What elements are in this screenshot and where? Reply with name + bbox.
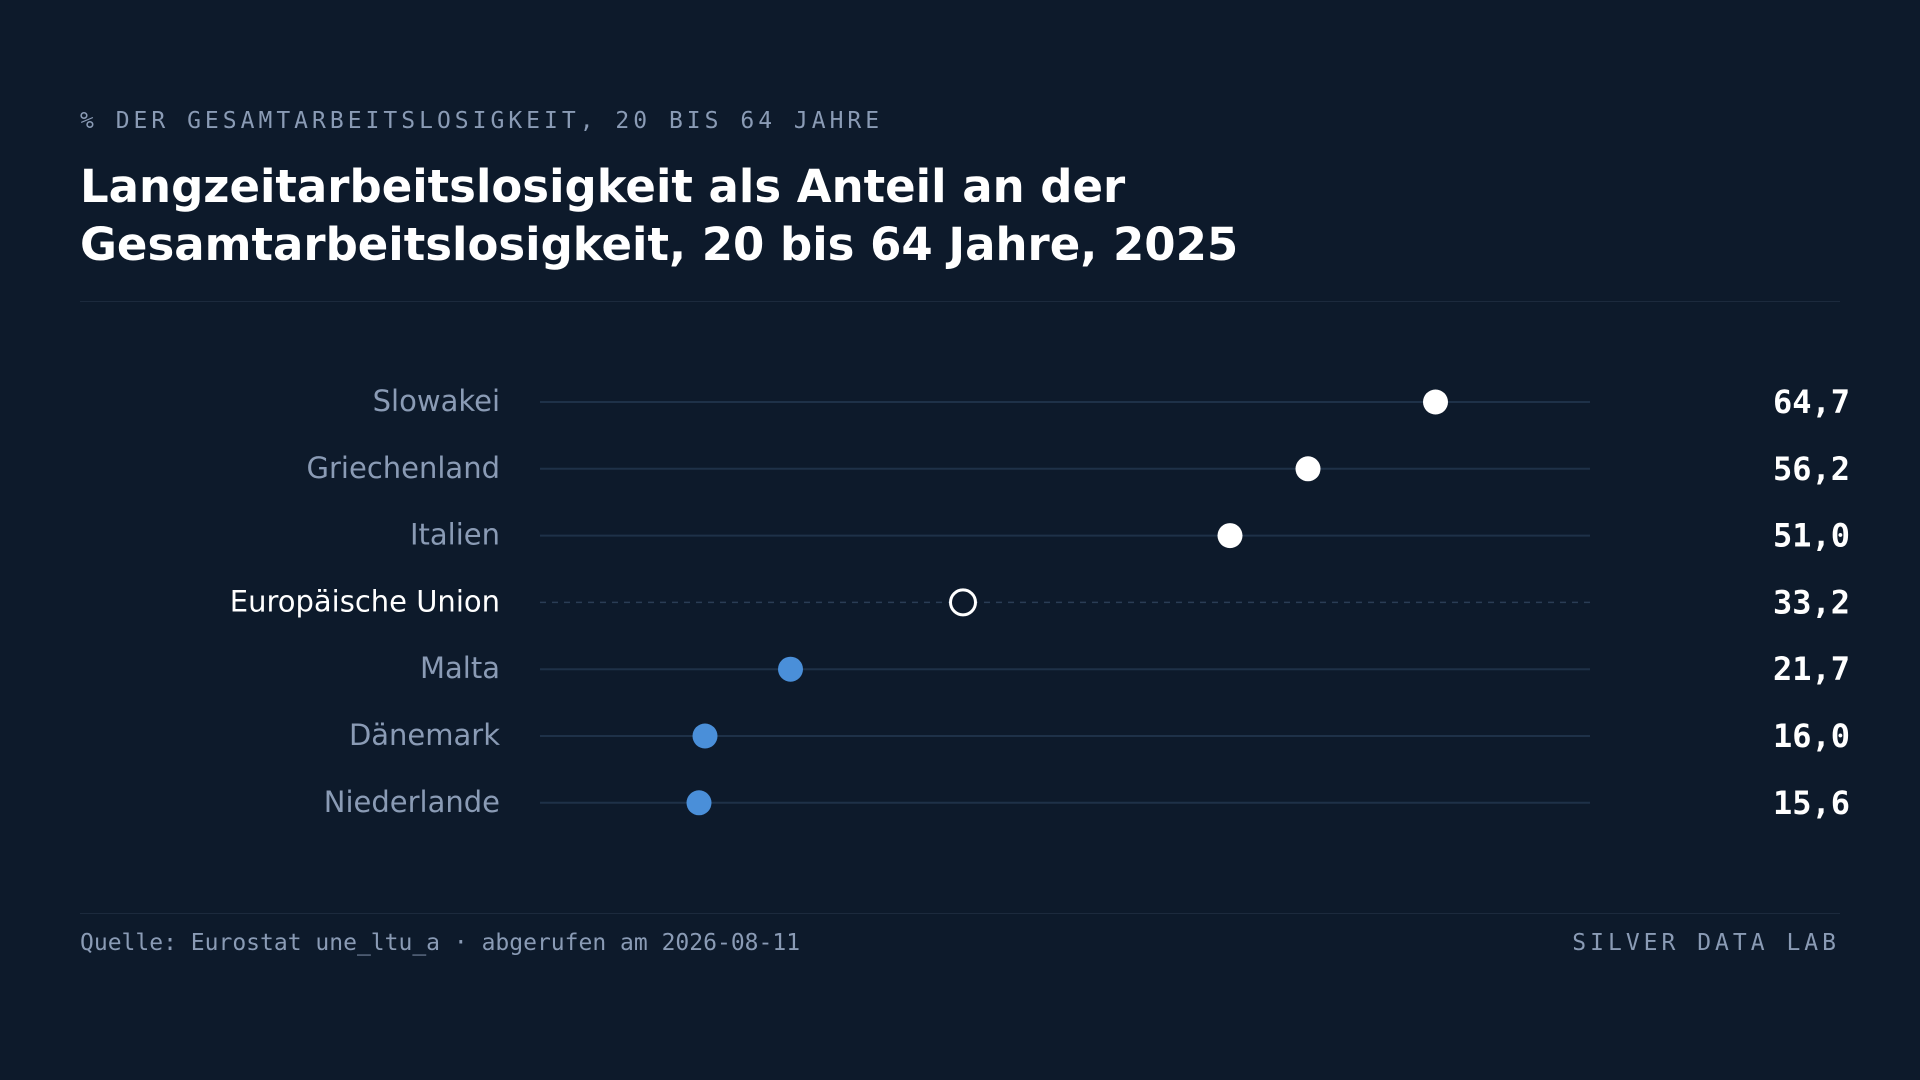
value-label: 21,7: [1773, 650, 1850, 688]
data-point: [1423, 389, 1448, 415]
value-label: 33,2: [1773, 583, 1850, 621]
source-note: Quelle: Eurostat une_ltu_a · abgerufen a…: [80, 930, 801, 956]
value-label: 51,0: [1773, 517, 1850, 555]
data-point: [778, 656, 803, 682]
row-label: Europäische Union: [230, 584, 500, 618]
row-label: Niederlande: [324, 785, 500, 819]
row-label: Griechenland: [307, 451, 500, 485]
data-point-reference: [949, 588, 977, 617]
chart-title: Langzeitarbeitslosigkeit als Anteil an d…: [80, 160, 1239, 271]
value-label: 64,7: [1773, 383, 1850, 421]
row-label: Italien: [410, 518, 500, 552]
data-point: [692, 723, 718, 749]
row-label: Dänemark: [349, 718, 500, 752]
data-point: [1295, 456, 1321, 482]
value-label: 16,0: [1773, 717, 1850, 755]
chart-eyebrow: % DER GESAMTARBEITSLOSIGKEIT, 20 BIS 64 …: [80, 108, 884, 134]
row-label: Slowakei: [373, 384, 500, 418]
row-label: Malta: [420, 651, 500, 685]
data-point: [1217, 523, 1243, 549]
footer-divider: [80, 913, 1840, 914]
value-label: 15,6: [1773, 784, 1850, 822]
value-label: 56,2: [1773, 450, 1850, 488]
header-divider: [80, 301, 1840, 302]
brand-label: SILVER DATA LAB: [1572, 930, 1840, 956]
data-point: [686, 790, 712, 816]
